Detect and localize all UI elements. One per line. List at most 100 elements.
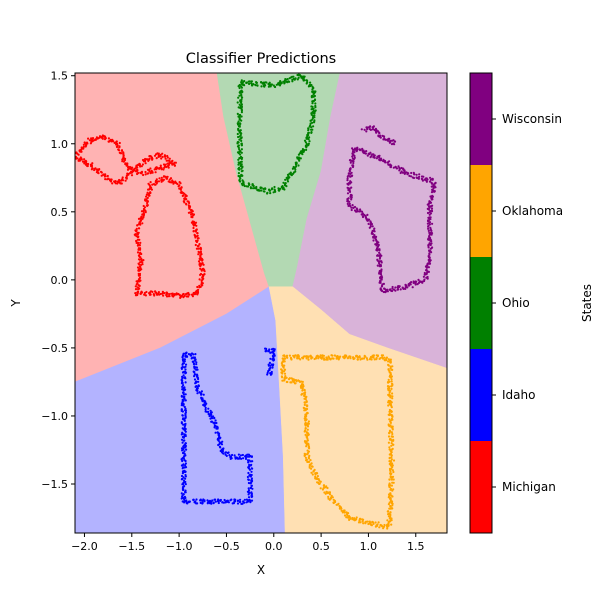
- data-point: [429, 218, 432, 221]
- data-point: [389, 519, 392, 522]
- data-point: [207, 412, 210, 416]
- data-point: [304, 453, 307, 456]
- data-point: [83, 158, 86, 161]
- data-point: [139, 219, 142, 222]
- data-point: [391, 418, 394, 421]
- data-point: [174, 161, 177, 164]
- data-point: [426, 262, 429, 265]
- data-point: [144, 173, 147, 176]
- data-point: [248, 468, 252, 471]
- data-point: [425, 180, 428, 183]
- data-point: [302, 406, 305, 409]
- data-point: [390, 401, 393, 404]
- data-point: [249, 186, 252, 189]
- data-point: [100, 171, 103, 174]
- data-point: [239, 454, 243, 457]
- data-point: [323, 491, 326, 494]
- data-point: [246, 455, 250, 458]
- data-point: [180, 394, 183, 398]
- data-point: [274, 85, 277, 89]
- data-point: [196, 389, 199, 392]
- data-point: [271, 364, 274, 367]
- data-point: [347, 197, 350, 200]
- data-point: [387, 423, 390, 426]
- data-point: [307, 358, 310, 361]
- data-point: [201, 259, 204, 262]
- data-point: [186, 502, 189, 505]
- data-point: [182, 296, 185, 299]
- data-point: [210, 415, 213, 418]
- data-point: [389, 373, 392, 376]
- data-point: [194, 230, 197, 233]
- data-point: [297, 76, 300, 79]
- data-point: [239, 177, 242, 180]
- data-point: [248, 82, 251, 85]
- data-point: [347, 200, 350, 203]
- data-point: [183, 452, 186, 455]
- data-point: [199, 501, 202, 504]
- data-point: [250, 479, 253, 482]
- data-point: [271, 366, 274, 369]
- data-point: [152, 293, 155, 296]
- data-point: [354, 518, 357, 522]
- data-point: [200, 396, 203, 399]
- data-point: [203, 270, 206, 273]
- data-point: [119, 182, 122, 185]
- data-point: [426, 222, 429, 225]
- data-point: [386, 527, 389, 530]
- data-point: [300, 380, 303, 383]
- data-point: [107, 137, 110, 140]
- data-point: [207, 407, 210, 410]
- data-point: [387, 401, 390, 404]
- data-point: [303, 79, 306, 82]
- data-point: [240, 93, 243, 96]
- data-point: [220, 443, 224, 446]
- data-point: [137, 258, 141, 261]
- data-point: [388, 457, 391, 460]
- data-point: [136, 172, 139, 176]
- data-point: [264, 350, 267, 353]
- data-point: [310, 356, 313, 359]
- data-point: [168, 157, 171, 160]
- data-point: [386, 385, 390, 388]
- y-tick-label: 1.5: [51, 70, 69, 83]
- data-point: [207, 410, 210, 413]
- data-point: [237, 115, 240, 118]
- data-point: [390, 439, 394, 442]
- data-point: [82, 143, 85, 146]
- data-point: [240, 457, 243, 460]
- data-point: [118, 145, 121, 148]
- data-point: [307, 131, 310, 134]
- data-point: [429, 212, 433, 215]
- data-point: [290, 357, 293, 360]
- data-point: [386, 510, 389, 513]
- data-point: [193, 500, 196, 504]
- data-point: [186, 355, 189, 358]
- data-point: [314, 475, 317, 478]
- data-point: [191, 210, 194, 213]
- data-point: [283, 372, 287, 375]
- data-point: [150, 188, 153, 191]
- data-point: [241, 453, 244, 457]
- data-point: [195, 228, 198, 231]
- data-point: [268, 361, 271, 364]
- data-point: [167, 159, 170, 162]
- data-point: [273, 189, 276, 192]
- data-point: [149, 167, 152, 170]
- data-point: [389, 487, 393, 491]
- data-point: [237, 135, 240, 139]
- data-point: [311, 116, 315, 119]
- data-point: [181, 379, 184, 382]
- data-point: [142, 173, 145, 177]
- data-point: [195, 361, 198, 364]
- data-point: [401, 286, 404, 289]
- data-point: [349, 159, 352, 162]
- data-point: [383, 356, 386, 359]
- data-point: [388, 413, 391, 417]
- data-point: [183, 418, 186, 422]
- data-point: [160, 176, 163, 179]
- data-point: [326, 358, 329, 361]
- data-point: [333, 354, 336, 357]
- data-point: [270, 83, 273, 86]
- data-point: [182, 362, 185, 365]
